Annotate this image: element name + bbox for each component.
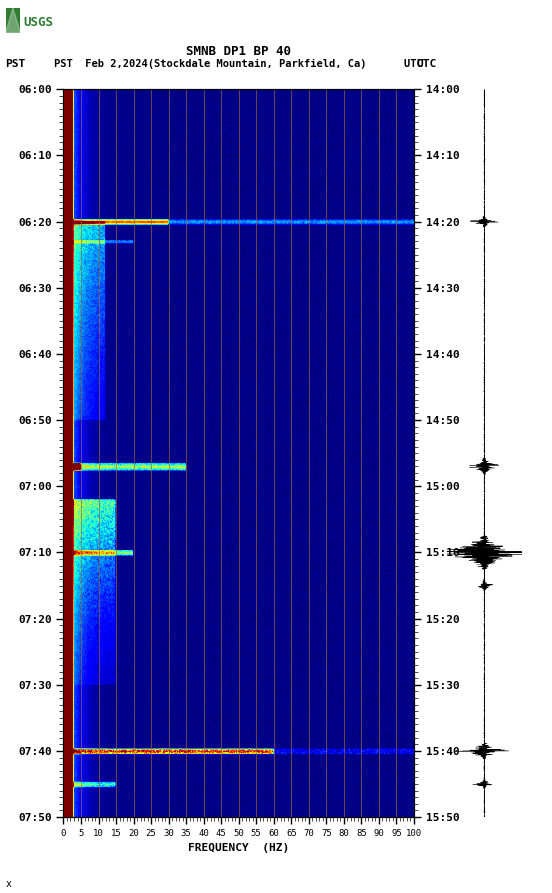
Text: SMNB DP1 BP 40: SMNB DP1 BP 40 [186,46,291,58]
Text: PST  Feb 2,2024(Stockdale Mountain, Parkfield, Ca)      UTC: PST Feb 2,2024(Stockdale Mountain, Parkf… [54,59,423,70]
Text: x: x [6,879,12,889]
Text: USGS: USGS [23,16,53,29]
Text: PST: PST [6,59,26,70]
Polygon shape [6,8,20,33]
Text: UTC: UTC [417,59,437,70]
X-axis label: FREQUENCY  (HZ): FREQUENCY (HZ) [188,844,289,854]
FancyBboxPatch shape [6,8,20,33]
